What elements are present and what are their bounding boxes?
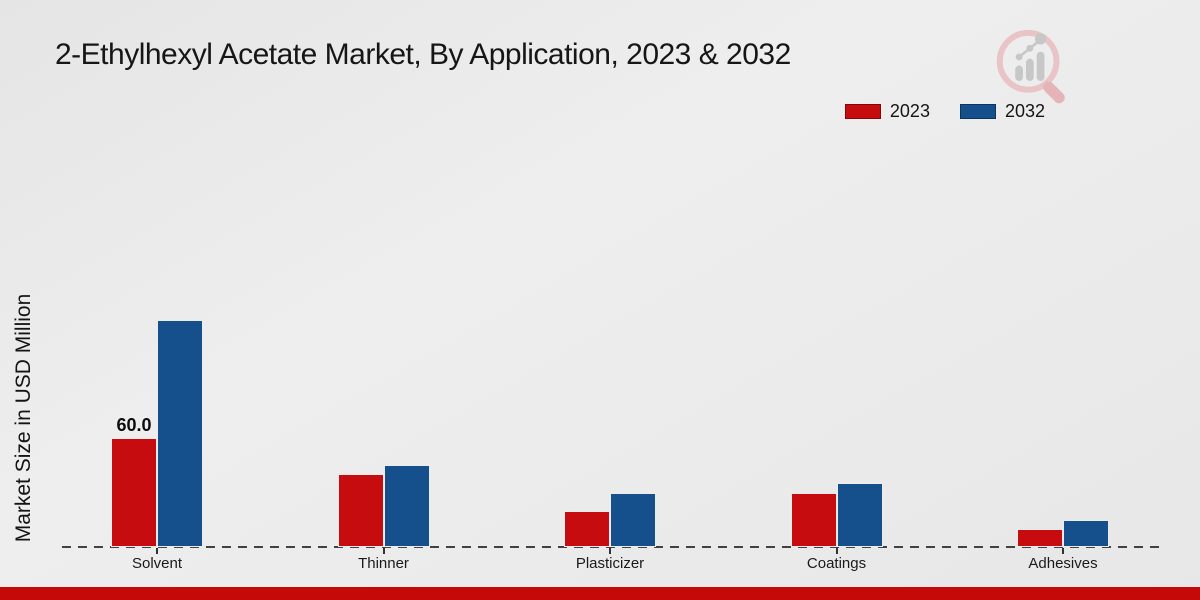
x-axis-tick-adhesives bbox=[1062, 548, 1064, 554]
x-axis-label-plasticizer: Plasticizer bbox=[575, 555, 645, 572]
legend-label-2032: 2032 bbox=[1004, 101, 1045, 121]
x-axis-tick-solvent bbox=[156, 548, 158, 554]
bar-2023-solvent bbox=[111, 438, 157, 547]
x-axis-label-adhesives: Adhesives bbox=[1028, 555, 1098, 572]
x-axis-tick-thinner bbox=[382, 548, 385, 554]
legend-item-2032: 2032 bbox=[959, 101, 1045, 122]
x-axis-baseline bbox=[62, 546, 1163, 548]
x-axis-label-thinner: Thinner bbox=[358, 555, 409, 572]
bar-2032-solvent bbox=[157, 319, 203, 547]
legend: 2023 2032 bbox=[844, 101, 1045, 122]
bar-2023-adhesives bbox=[1017, 528, 1063, 547]
legend-item-2023: 2023 bbox=[844, 101, 930, 122]
x-axis-tick-plasticizer bbox=[609, 548, 611, 554]
magnifier-bar-chart-logo-icon bbox=[996, 29, 1065, 104]
bar-value-label-solvent: 60.0 bbox=[116, 415, 152, 435]
bar-2032-thinner bbox=[383, 465, 430, 547]
chart-title: 2-Ethylhexyl Acetate Market, By Applicat… bbox=[55, 38, 791, 71]
bar-2032-adhesives bbox=[1063, 519, 1109, 547]
x-axis-tick-coatings bbox=[835, 548, 838, 554]
legend-label-2023: 2023 bbox=[889, 101, 930, 121]
footer-accent-bar bbox=[0, 587, 1200, 600]
legend-swatch-2032 bbox=[959, 104, 996, 119]
bar-2023-plasticizer bbox=[564, 510, 610, 547]
legend-swatch-2023 bbox=[844, 104, 881, 119]
x-axis-label-coatings: Coatings bbox=[806, 555, 867, 572]
bar-2023-thinner bbox=[337, 474, 384, 547]
bar-2032-plasticizer bbox=[610, 492, 656, 547]
bar-2023-coatings bbox=[790, 492, 837, 547]
x-axis-label-solvent: Solvent bbox=[131, 555, 183, 572]
bar-2032-coatings bbox=[836, 483, 883, 547]
